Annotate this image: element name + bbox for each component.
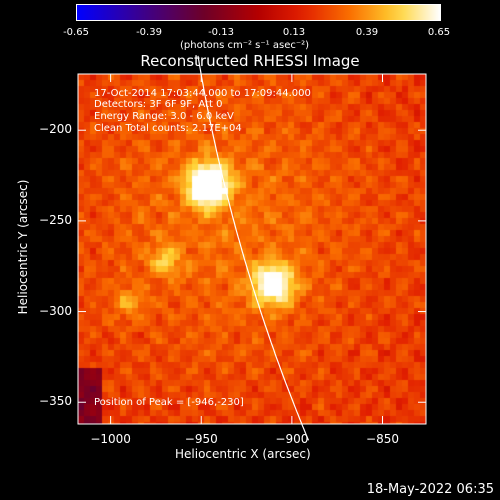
y-tick-label: −200 xyxy=(39,122,72,137)
colorbar-tick: -0.13 xyxy=(208,27,234,38)
heatmap-image xyxy=(78,74,426,424)
colorbar-tick: -0.65 xyxy=(63,27,89,38)
colorbar-tick: 0.13 xyxy=(282,27,306,38)
solar-limb-line xyxy=(197,55,310,441)
plot-date: 18-May-2022 06:35 xyxy=(366,482,494,497)
peak-position-text: Position of Peak = [-946,-230] xyxy=(94,397,244,408)
colorbar xyxy=(76,4,441,21)
colorbar-tick: -0.39 xyxy=(136,27,162,38)
x-axis-label: Heliocentric X (arcsec) xyxy=(175,447,311,461)
y-tick-label: −300 xyxy=(39,303,72,318)
chart-title: Reconstructed RHESSI Image xyxy=(140,52,360,70)
x-tick-label: −900 xyxy=(275,432,309,446)
x-tick-label: −950 xyxy=(184,432,218,446)
energy-range-text: Energy Range: 3.0 - 6.0 keV xyxy=(94,111,234,122)
colorbar-tick: 0.65 xyxy=(427,27,451,38)
colorbar-tick: 0.39 xyxy=(355,27,379,38)
colorbar-unit-label: (photons cm⁻² s⁻¹ asec⁻²) xyxy=(180,40,310,51)
y-tick-label: −250 xyxy=(39,212,72,227)
time-range-text: 17-Oct-2014 17:03:44.000 to 17:09:44.000 xyxy=(94,88,311,99)
axis-tick-marks xyxy=(78,74,426,424)
y-tick-label: −350 xyxy=(39,394,72,409)
clean-counts-text: Clean Total counts: 2.17E+04 xyxy=(94,123,242,134)
x-tick-label: −1000 xyxy=(90,432,131,446)
y-axis-label: Heliocentric Y (arcsec) xyxy=(16,179,30,315)
x-tick-label: −850 xyxy=(366,432,399,446)
plot-frame xyxy=(77,73,427,425)
detectors-text: Detectors: 3F 6F 9F, Att 0 xyxy=(94,99,223,110)
